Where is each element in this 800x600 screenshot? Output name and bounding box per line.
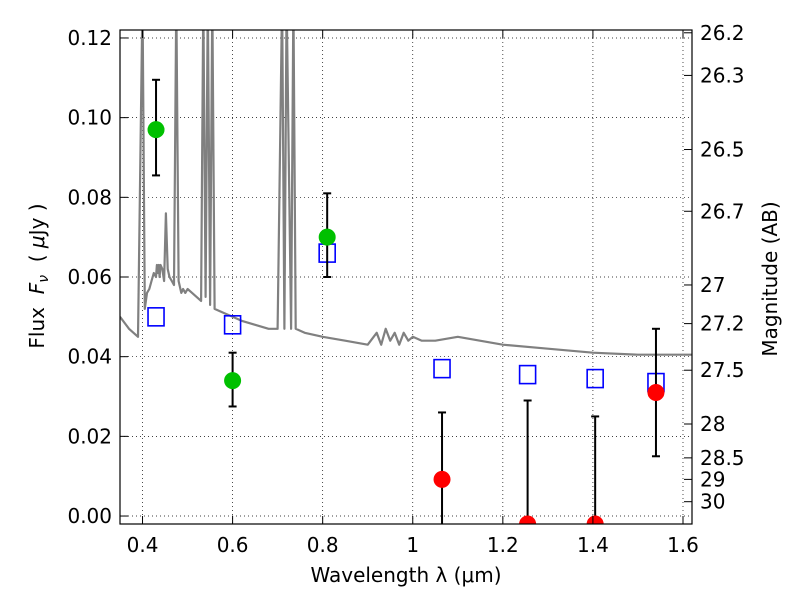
mag-tick-label: 26.7 — [700, 199, 745, 223]
mag-tick-label: 29 — [700, 467, 725, 491]
x-tick-label: 1 — [406, 533, 419, 557]
x-tick-label: 1.4 — [577, 533, 609, 557]
y-tick-label: 0.02 — [67, 424, 112, 448]
y-tick-label: 0.00 — [67, 504, 112, 528]
mag-tick-label: 27.5 — [700, 358, 745, 382]
mag-tick-label: 27 — [700, 273, 725, 297]
y-tick-label: 0.10 — [67, 106, 112, 130]
spectrum-line — [120, 30, 692, 356]
y-tick-label: 0.12 — [67, 26, 112, 50]
mag-tick-label: 28 — [700, 412, 725, 436]
mag-tick-label: 26.5 — [700, 138, 745, 162]
detection-point — [224, 372, 242, 390]
model-flux-square — [223, 315, 242, 335]
x-tick-label: 0.6 — [217, 533, 249, 557]
x-tick-label: 1.6 — [667, 533, 699, 557]
model-flux-square — [433, 358, 451, 379]
non-detection-point — [586, 515, 604, 524]
model-flux-square — [518, 364, 537, 385]
y-tick-label: 0.04 — [67, 345, 112, 369]
detection-point — [147, 121, 165, 139]
non-detection-point — [519, 515, 537, 524]
mag-tick-label: 26.2 — [700, 21, 745, 45]
x-tick-label: 0.8 — [307, 533, 339, 557]
non-detection-point — [647, 384, 665, 402]
model-flux-square — [147, 307, 165, 327]
y-tick-label: 0.08 — [67, 185, 112, 209]
x-axis-title: Wavelength λ (μm) — [310, 563, 501, 587]
model-flux-square — [586, 368, 604, 389]
plot-frame — [119, 29, 693, 525]
non-detection-point — [433, 470, 451, 488]
y-tick-label: 0.06 — [67, 265, 112, 289]
x-tick-label: 1.2 — [487, 533, 519, 557]
x-tick-label: 0.4 — [127, 533, 159, 557]
mag-tick-label: 30 — [700, 490, 725, 514]
tick-labels: 0.4 0.6 0.8 1 1.2 1.4 1.6 0.00 0.02 0.04 0.06 0.08 0… — [67, 21, 744, 557]
mag-tick-label: 27.2 — [700, 312, 745, 336]
y2-axis-title: Magnitude (AB) — [758, 201, 782, 356]
detection-point — [318, 228, 336, 246]
mag-tick-label: 26.3 — [700, 63, 745, 87]
mag-tick-label: 28.5 — [700, 446, 745, 470]
plot-area — [120, 30, 692, 524]
tick-marks — [120, 30, 692, 524]
y-axis-title: Flux Fν ( μJy ) — [25, 203, 52, 348]
